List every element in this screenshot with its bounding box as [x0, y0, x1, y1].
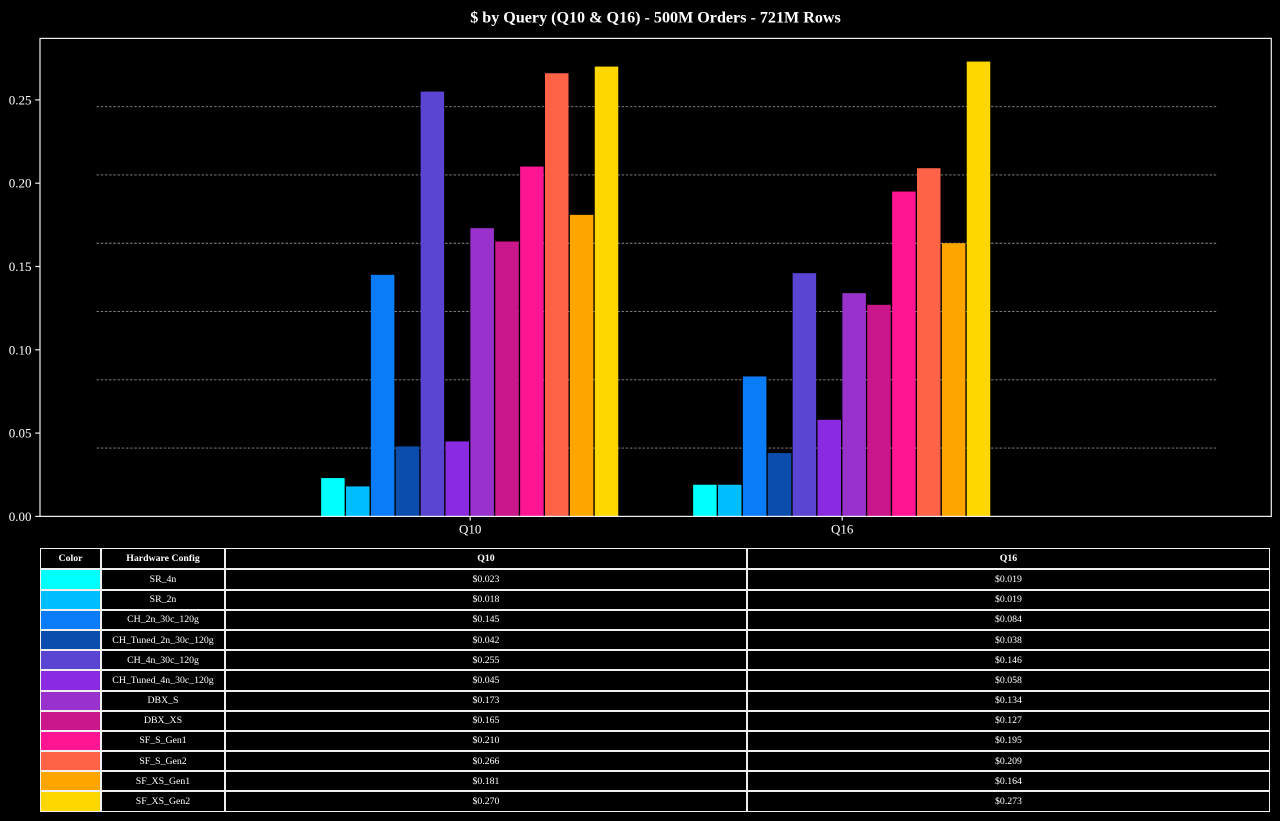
svg-text:0.25: 0.25: [9, 92, 32, 107]
svg-text:0.05: 0.05: [9, 426, 32, 441]
svg-text:Q16: Q16: [831, 522, 854, 537]
svg-text:Q10: Q10: [459, 522, 481, 537]
svg-text:0.10: 0.10: [9, 342, 32, 357]
svg-text:0.00: 0.00: [9, 509, 32, 524]
svg-text:0.20: 0.20: [9, 176, 32, 191]
svg-text:$ by Query (Q10 & Q16) - 500M: $ by Query (Q10 & Q16) - 500M Orders - 7…: [470, 9, 841, 26]
svg-text:0.15: 0.15: [9, 259, 32, 274]
